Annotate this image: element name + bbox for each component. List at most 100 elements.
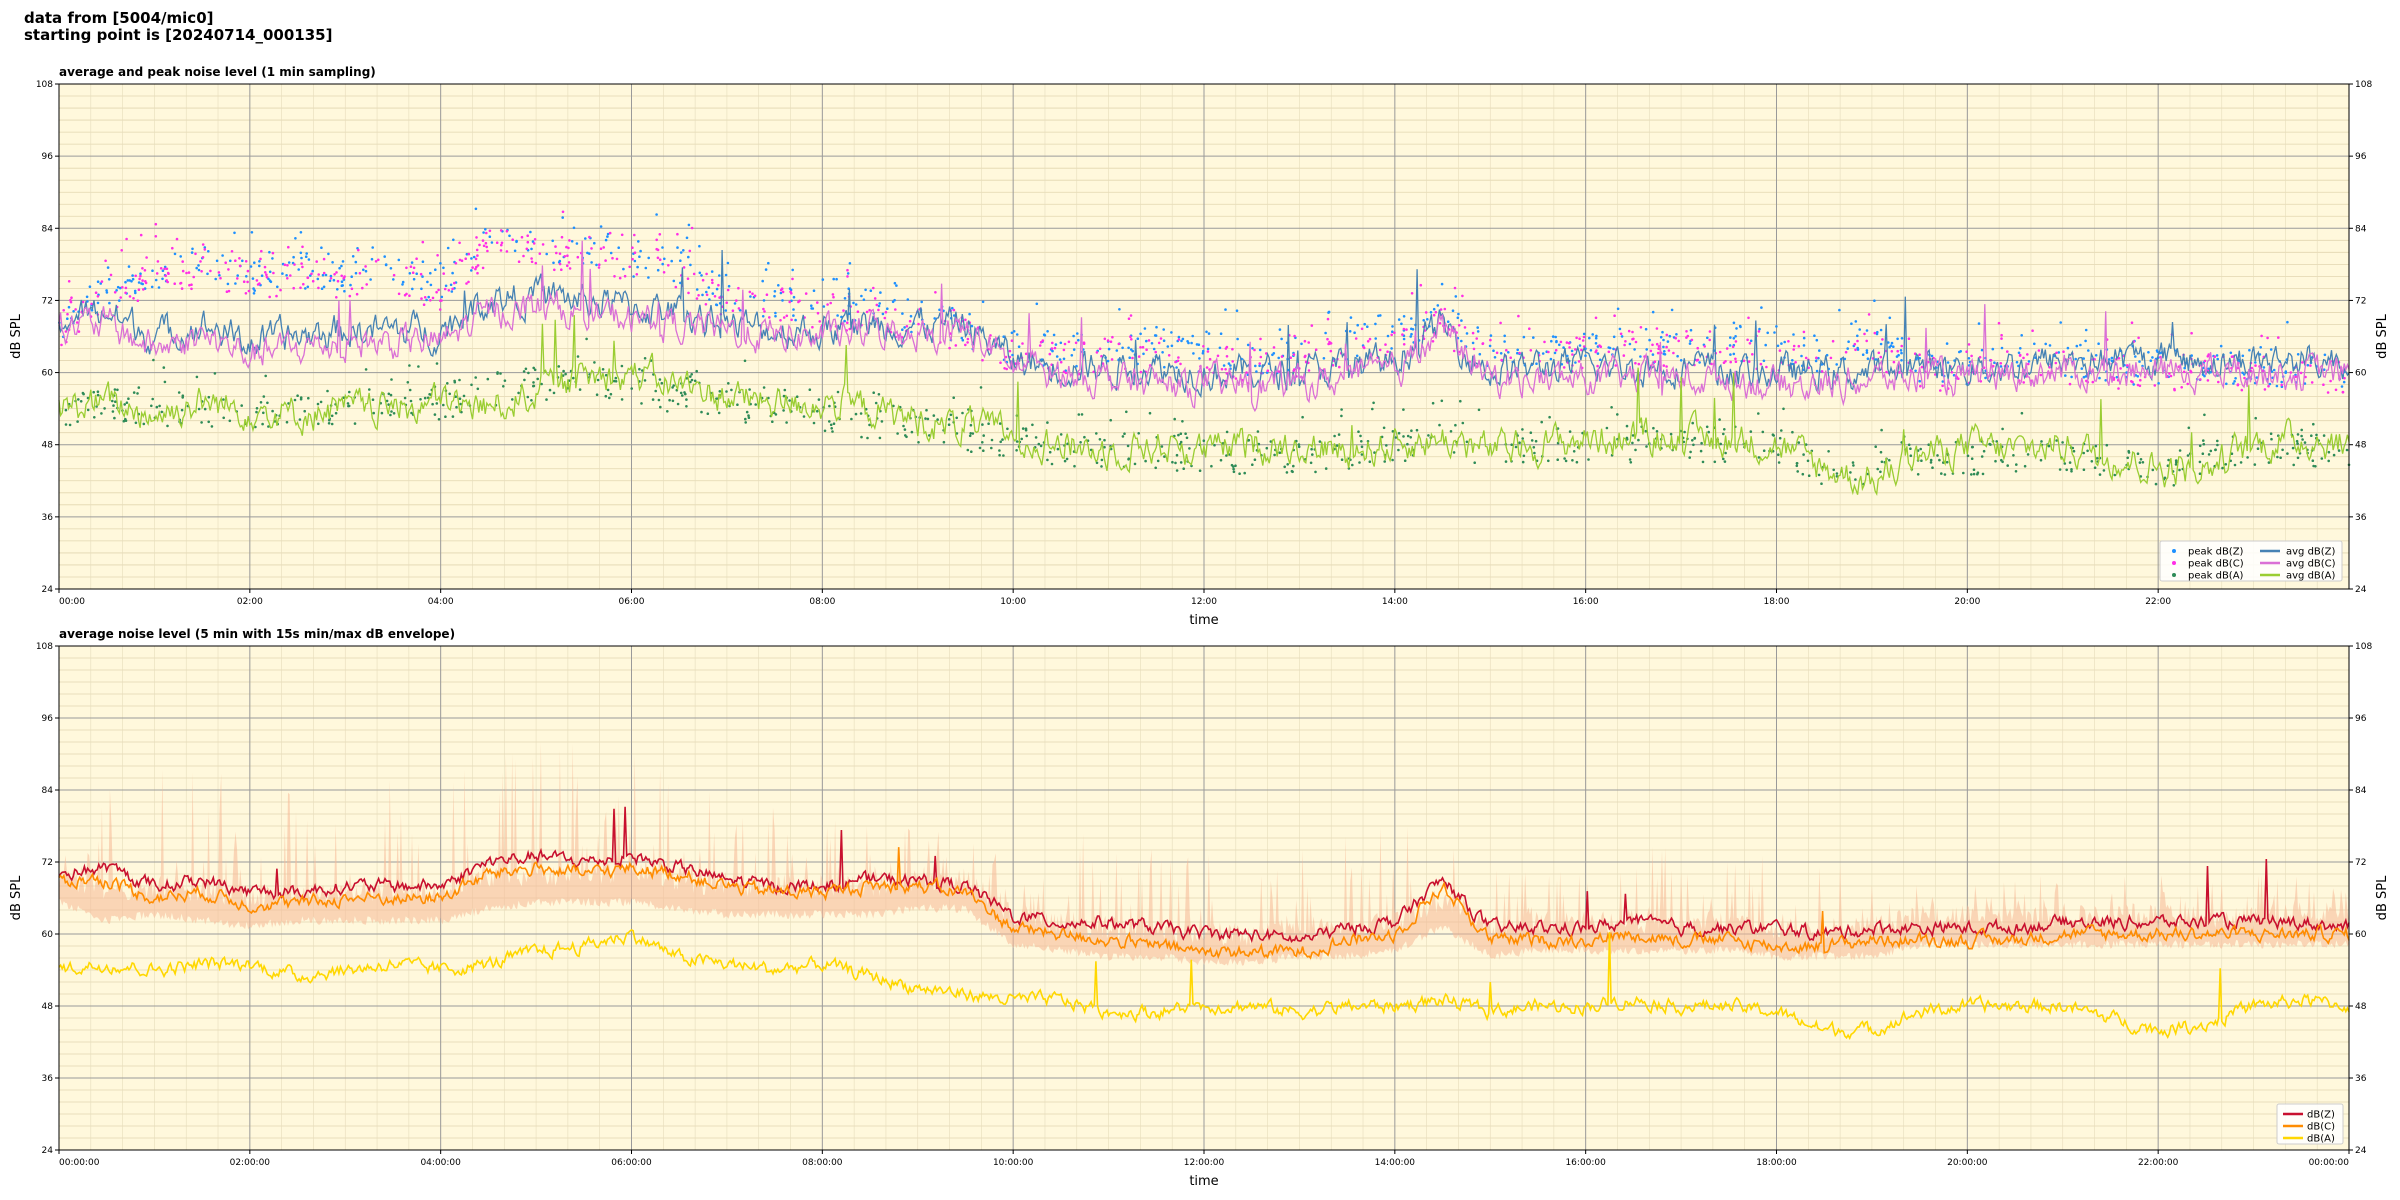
scatter-point	[1076, 332, 1079, 335]
legend-label: avg dB(Z)	[2286, 547, 2336, 558]
scatter-point	[818, 320, 821, 323]
scatter-point	[294, 237, 297, 240]
scatter-point	[1815, 338, 1819, 342]
scatter-point	[1291, 470, 1294, 474]
scatter-point	[1620, 335, 1624, 338]
scatter-point	[269, 280, 273, 284]
scatter-point	[2320, 457, 2324, 460]
scatter-point	[1900, 351, 1903, 355]
scatter-point	[792, 308, 795, 311]
scatter-point	[460, 410, 463, 414]
scatter-point	[686, 277, 690, 281]
scatter-point	[1247, 438, 1251, 442]
scatter-point	[246, 280, 249, 284]
scatter-point	[329, 274, 333, 278]
scatter-point	[1429, 311, 1433, 314]
scatter-point	[830, 427, 833, 430]
scatter-point	[1729, 353, 1732, 356]
scatter-point	[390, 378, 393, 381]
scatter-point	[317, 286, 320, 290]
scatter-point	[1297, 445, 1301, 449]
scatter-point	[350, 287, 354, 291]
scatter-point	[1970, 473, 1973, 476]
scatter-point	[647, 276, 650, 279]
scatter-point	[866, 436, 869, 440]
scatter-point	[93, 416, 96, 419]
scatter-point	[2255, 376, 2259, 379]
scatter-point	[1405, 328, 1408, 331]
scatter-point	[1046, 421, 1049, 424]
scatter-point	[1919, 447, 1922, 451]
scatter-point	[2022, 356, 2025, 360]
scatter-point	[1017, 345, 1021, 349]
scatter-point	[293, 263, 296, 266]
scatter-point	[1989, 359, 1993, 362]
scatter-point	[1191, 334, 1194, 338]
scatter-point	[163, 267, 166, 271]
scatter-point	[1225, 355, 1229, 358]
scatter-point	[132, 297, 135, 300]
scatter-point	[88, 285, 92, 289]
scatter-point	[2250, 366, 2254, 370]
scatter-point	[408, 294, 411, 298]
scatter-point	[260, 274, 264, 278]
scatter-point	[209, 269, 212, 273]
scatter-point	[2178, 468, 2181, 472]
scatter-point	[872, 286, 875, 290]
scatter-point	[1734, 357, 1737, 361]
scatter-point	[1391, 325, 1394, 328]
scatter-point	[2127, 449, 2130, 453]
scatter-point	[164, 274, 167, 278]
scatter-point	[250, 231, 254, 234]
scatter-point	[1762, 359, 1766, 363]
scatter-point	[606, 232, 610, 236]
scatter-point	[981, 441, 984, 444]
scatter-point	[161, 269, 165, 273]
scatter-point	[2066, 346, 2070, 350]
scatter-point	[697, 294, 700, 297]
scatter-point	[1050, 347, 1054, 350]
scatter-point	[2047, 444, 2051, 448]
scatter-point	[2341, 391, 2345, 394]
legend-label: peak dB(A)	[2188, 571, 2244, 582]
scatter-point	[1278, 328, 1282, 331]
scatter-point	[167, 272, 170, 276]
scatter-point	[1713, 460, 1717, 464]
scatter-point	[2198, 460, 2202, 464]
scatter-point	[1858, 328, 1861, 331]
scatter-point	[1177, 356, 1180, 359]
scatter-point	[1976, 471, 1980, 475]
scatter-point	[322, 271, 326, 275]
legend-marker	[2172, 549, 2176, 553]
scatter-point	[1109, 340, 1113, 344]
scatter-point	[1980, 455, 1984, 458]
scatter-point	[1718, 418, 1721, 421]
scatter-point	[1722, 432, 1725, 436]
scatter-point	[1020, 437, 1023, 441]
scatter-point	[1386, 350, 1389, 354]
scatter-point	[1550, 339, 1553, 343]
scatter-point	[790, 318, 793, 322]
scatter-point	[1619, 332, 1623, 336]
scatter-point	[484, 228, 487, 231]
scatter-point	[530, 260, 534, 264]
scatter-point	[762, 307, 765, 311]
scatter-point	[1900, 359, 1903, 362]
scatter-point	[316, 277, 320, 281]
scatter-point	[1198, 469, 1202, 473]
scatter-point	[1725, 347, 1729, 350]
scatter-point	[336, 279, 340, 283]
scatter-point	[2303, 382, 2307, 385]
scatter-point	[385, 399, 389, 403]
scatter-point	[2202, 439, 2205, 442]
scatter-point	[826, 303, 829, 306]
scatter-point	[304, 287, 307, 290]
scatter-point	[1757, 456, 1761, 459]
scatter-point	[1787, 340, 1790, 343]
scatter-point	[785, 314, 789, 318]
scatter-point	[357, 248, 360, 252]
scatter-point	[389, 413, 392, 417]
scatter-point	[1118, 308, 1121, 311]
scatter-point	[276, 285, 279, 289]
scatter-point	[60, 343, 63, 347]
